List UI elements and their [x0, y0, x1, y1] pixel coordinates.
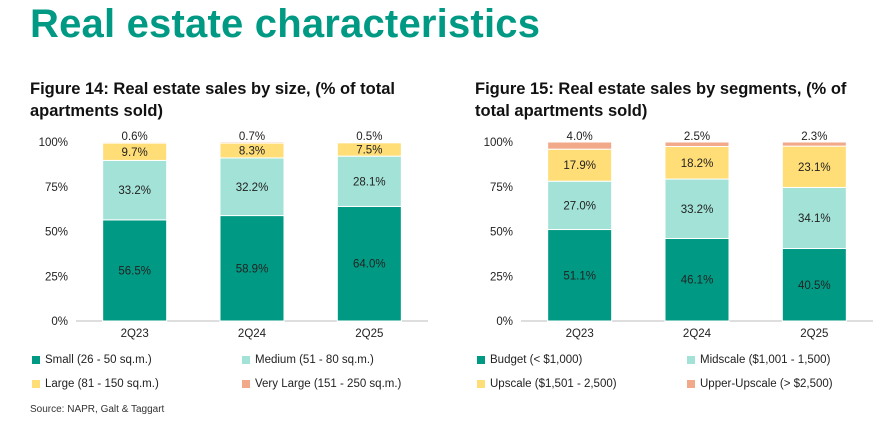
figure-15-legend: Budget (< $1,000) Midscale ($1,001 - 1,50… — [477, 354, 883, 394]
data-label: 0.6% — [122, 131, 148, 143]
bar-segment — [336, 155, 402, 207]
category-label: 2Q23 — [566, 328, 594, 340]
data-label: 51.1% — [563, 270, 596, 282]
category-label: 2Q24 — [238, 328, 267, 340]
legend-swatch — [477, 356, 485, 364]
legend-label: Small (26 - 50 sq.m.) — [45, 354, 152, 366]
y-tick-label: 100% — [484, 137, 513, 149]
bar-segment — [219, 215, 285, 322]
legend-swatch — [687, 356, 695, 364]
data-label: 0.7% — [239, 131, 265, 143]
legend-label: Upper-Upscale (> $2,500) — [700, 378, 833, 390]
bar-segment — [219, 157, 285, 217]
bar-segment — [664, 237, 730, 322]
legend-swatch — [32, 380, 40, 388]
figure-15-chart: 0% 25% 50% 75% 100% 51.1% 27.0% 17.9% 4.0% 2Q23 46… — [484, 131, 873, 340]
bar-segment — [664, 141, 730, 147]
legend-swatch — [242, 380, 250, 388]
y-tick-label: 25% — [490, 271, 513, 283]
legend-label: Budget (< $1,000) — [490, 354, 583, 366]
bar-segment — [102, 219, 168, 322]
data-label: 17.9% — [563, 160, 596, 172]
data-label: 33.2% — [118, 185, 151, 197]
bar-segment — [664, 145, 730, 180]
legend-swatch — [687, 380, 695, 388]
bar-segment — [547, 180, 613, 231]
data-label: 56.5% — [118, 265, 151, 277]
data-label: 2.3% — [801, 131, 827, 143]
bar-segment — [336, 205, 402, 322]
y-tick-label: 100% — [39, 137, 68, 149]
y-tick-label: 50% — [45, 227, 68, 239]
category-label: 2Q25 — [800, 328, 828, 340]
data-label: 40.5% — [798, 280, 831, 292]
legend-label: Medium (51 - 80 sq.m.) — [255, 354, 374, 366]
figure-14-chart: 0% 25% 50% 75% 100% 56.5% 33.2% 9.7% 0.6% 2Q23 58.… — [39, 131, 428, 340]
legend-item: Small (26 - 50 sq.m.) — [32, 354, 152, 366]
legend-swatch — [242, 356, 250, 364]
legend-item: Large (81 - 150 sq.m.) — [32, 378, 159, 390]
y-tick-label: 25% — [45, 271, 68, 283]
y-tick-label: 75% — [490, 182, 513, 194]
legend-label: Midscale ($1,001 - 1,500) — [700, 354, 831, 366]
data-label: 27.0% — [563, 200, 596, 212]
data-label: 4.0% — [567, 131, 593, 143]
data-label: 46.1% — [681, 275, 714, 287]
legend-label: Upscale ($1,501 - 2,500) — [490, 378, 617, 390]
bar-segment — [781, 186, 847, 250]
legend-item: Midscale ($1,001 - 1,500) — [687, 354, 830, 366]
bar-segment — [664, 178, 730, 239]
legend-item: Budget (< $1,000) — [477, 354, 582, 366]
legend-swatch — [32, 356, 40, 364]
bar-segment — [781, 141, 847, 147]
data-label: 33.2% — [681, 204, 714, 216]
data-label: 9.7% — [122, 147, 148, 159]
figure-15-title: Figure 15: Real estate sales by segments… — [475, 80, 847, 120]
y-tick-label: 50% — [490, 227, 513, 239]
data-label: 18.2% — [681, 158, 714, 170]
data-label: 23.1% — [798, 162, 831, 174]
bar-segment — [781, 145, 847, 188]
y-tick-label: 0% — [496, 316, 513, 328]
category-label: 2Q24 — [683, 328, 712, 340]
legend-item: Upscale ($1,501 - 2,500) — [477, 378, 617, 390]
page-title: Real estate characteristics — [30, 2, 541, 46]
data-label: 2.5% — [684, 131, 710, 143]
data-label: 58.9% — [236, 263, 269, 275]
data-label: 34.1% — [798, 213, 831, 225]
y-tick-label: 0% — [51, 316, 68, 328]
bar-segment — [336, 141, 402, 144]
data-label: 7.5% — [356, 144, 382, 156]
category-label: 2Q25 — [355, 328, 383, 340]
bar-segment — [102, 141, 168, 144]
figure-14-legend: Small (26 - 50 sq.m.) Medium (51 - 80 sq.… — [32, 354, 442, 394]
data-label: 28.1% — [353, 176, 386, 188]
bar-segment — [547, 148, 613, 182]
source-note: Source: NAPR, Galt & Taggart — [30, 404, 165, 415]
legend-item: Upper-Upscale (> $2,500) — [687, 378, 833, 390]
y-tick-label: 75% — [45, 182, 68, 194]
data-label: 8.3% — [239, 146, 265, 158]
data-label: 64.0% — [353, 259, 386, 271]
legend-swatch — [477, 380, 485, 388]
legend-item: Very Large (151 - 250 sq.m.) — [242, 378, 401, 390]
bar-segment — [102, 159, 168, 221]
bar-segment — [547, 141, 613, 150]
bar-segment — [219, 141, 285, 144]
legend-item: Medium (51 - 80 sq.m.) — [242, 354, 374, 366]
figure-14-title: Figure 14: Real estate sales by size, (%… — [30, 80, 395, 120]
legend-label: Very Large (151 - 250 sq.m.) — [255, 378, 402, 390]
data-label: 0.5% — [356, 131, 382, 143]
data-label: 32.2% — [236, 182, 269, 194]
category-label: 2Q23 — [121, 328, 149, 340]
legend-label: Large (81 - 150 sq.m.) — [45, 378, 159, 390]
bar-segment — [781, 248, 847, 322]
